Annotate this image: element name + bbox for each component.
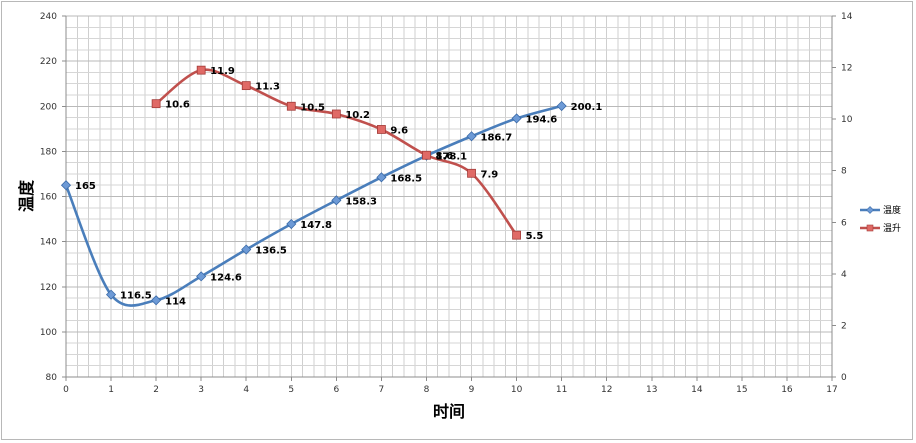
x-tick-label: 1 <box>108 385 114 395</box>
x-tick-label: 15 <box>736 385 747 395</box>
series-layer <box>60 65 567 307</box>
data-point <box>377 125 386 134</box>
x-tick-label: 0 <box>63 385 69 395</box>
data-label: 11.9 <box>210 66 235 77</box>
data-label: 114 <box>165 296 186 307</box>
x-tick-label: 11 <box>556 385 567 395</box>
legend-marker <box>866 224 874 232</box>
y2-tick-label: 2 <box>841 321 847 331</box>
data-label: 8.6 <box>435 151 453 162</box>
x-tick-label: 13 <box>646 385 657 395</box>
grid <box>65 15 833 378</box>
data-label: 168.5 <box>390 173 422 184</box>
data-label: 124.6 <box>210 272 242 283</box>
x-tick-label: 16 <box>781 385 793 395</box>
y2-tick-label: 6 <box>841 218 847 228</box>
data-label: 11.3 <box>255 82 280 93</box>
y-tick-label: 240 <box>40 12 57 22</box>
data-label: 186.7 <box>481 132 513 143</box>
x-tick-label: 14 <box>691 385 703 395</box>
x-tick-label: 5 <box>288 385 294 395</box>
y2-tick-label: 8 <box>841 167 847 177</box>
y-tick-label: 220 <box>40 57 57 67</box>
y-tick-label: 160 <box>40 193 57 203</box>
data-label: 200.1 <box>571 102 603 113</box>
y2-tick-label: 0 <box>841 373 847 383</box>
data-label: 147.8 <box>300 220 332 231</box>
x-tick-label: 2 <box>153 385 159 395</box>
data-labels: 165 116.5 114 124.6 136.5 147.8 158.3 168.5 178.… <box>75 66 602 307</box>
data-point <box>105 289 117 300</box>
data-point <box>241 81 251 91</box>
legend-label-2: 温升 <box>883 223 901 234</box>
data-point <box>512 230 521 240</box>
data-label: 10.5 <box>300 102 325 113</box>
y-tick-label: 80 <box>46 373 58 383</box>
data-point <box>286 218 297 230</box>
y-tick-label: 180 <box>40 147 57 157</box>
y2-tick-label: 10 <box>841 115 853 125</box>
data-label: 178.1 <box>435 152 467 163</box>
y-axis-title: 温度 <box>17 179 36 213</box>
data-label: 10.6 <box>165 100 190 111</box>
y-tick-label: 140 <box>40 238 57 248</box>
data-point <box>60 180 72 191</box>
data-label: 158.3 <box>345 196 377 207</box>
data-label: 7.9 <box>481 169 499 180</box>
data-label: 136.5 <box>255 246 287 257</box>
y2-tick-label: 12 <box>841 64 852 74</box>
x-tick-label: 17 <box>826 385 837 395</box>
x-tick-label: 9 <box>469 385 475 395</box>
y-tick-label: 120 <box>40 283 57 293</box>
y2-tick-label: 4 <box>841 270 847 280</box>
data-label: 116.5 <box>120 291 152 302</box>
y-tick-label: 100 <box>40 328 57 338</box>
x-tick-label: 6 <box>333 385 339 395</box>
data-label: 5.5 <box>526 231 544 242</box>
axes: 0 1 2 3 4 5 6 7 8 9 10 11 12 13 14 15 16 1780100120140160… <box>40 12 853 395</box>
data-point <box>376 172 387 183</box>
data-label: 194.6 <box>526 114 558 125</box>
x-tick-label: 8 <box>424 385 430 395</box>
data-point <box>467 168 476 178</box>
x-tick-label: 12 <box>601 385 612 395</box>
x-tick-label: 3 <box>198 385 204 395</box>
data-point <box>466 131 477 142</box>
y-tick-label: 200 <box>40 102 57 112</box>
x-tick-label: 10 <box>511 385 523 395</box>
data-point <box>331 195 342 206</box>
x-axis-title: 时间 <box>433 402 465 421</box>
y2-tick-label: 14 <box>841 12 853 22</box>
data-point <box>151 99 161 109</box>
data-label: 165 <box>75 181 96 192</box>
data-label: 9.6 <box>390 125 408 136</box>
data-point <box>422 150 431 160</box>
x-tick-label: 4 <box>243 385 249 395</box>
data-point <box>196 271 207 282</box>
data-point <box>556 100 567 112</box>
data-point <box>241 244 252 255</box>
data-point <box>196 65 206 75</box>
data-label: 10.2 <box>345 110 370 121</box>
legend-label-1: 温度 <box>883 204 901 216</box>
data-point <box>286 101 296 111</box>
legend-marker <box>866 206 874 214</box>
data-point <box>511 113 522 124</box>
data-point <box>151 295 162 306</box>
x-tick-label: 7 <box>379 385 385 395</box>
data-point <box>331 109 341 119</box>
